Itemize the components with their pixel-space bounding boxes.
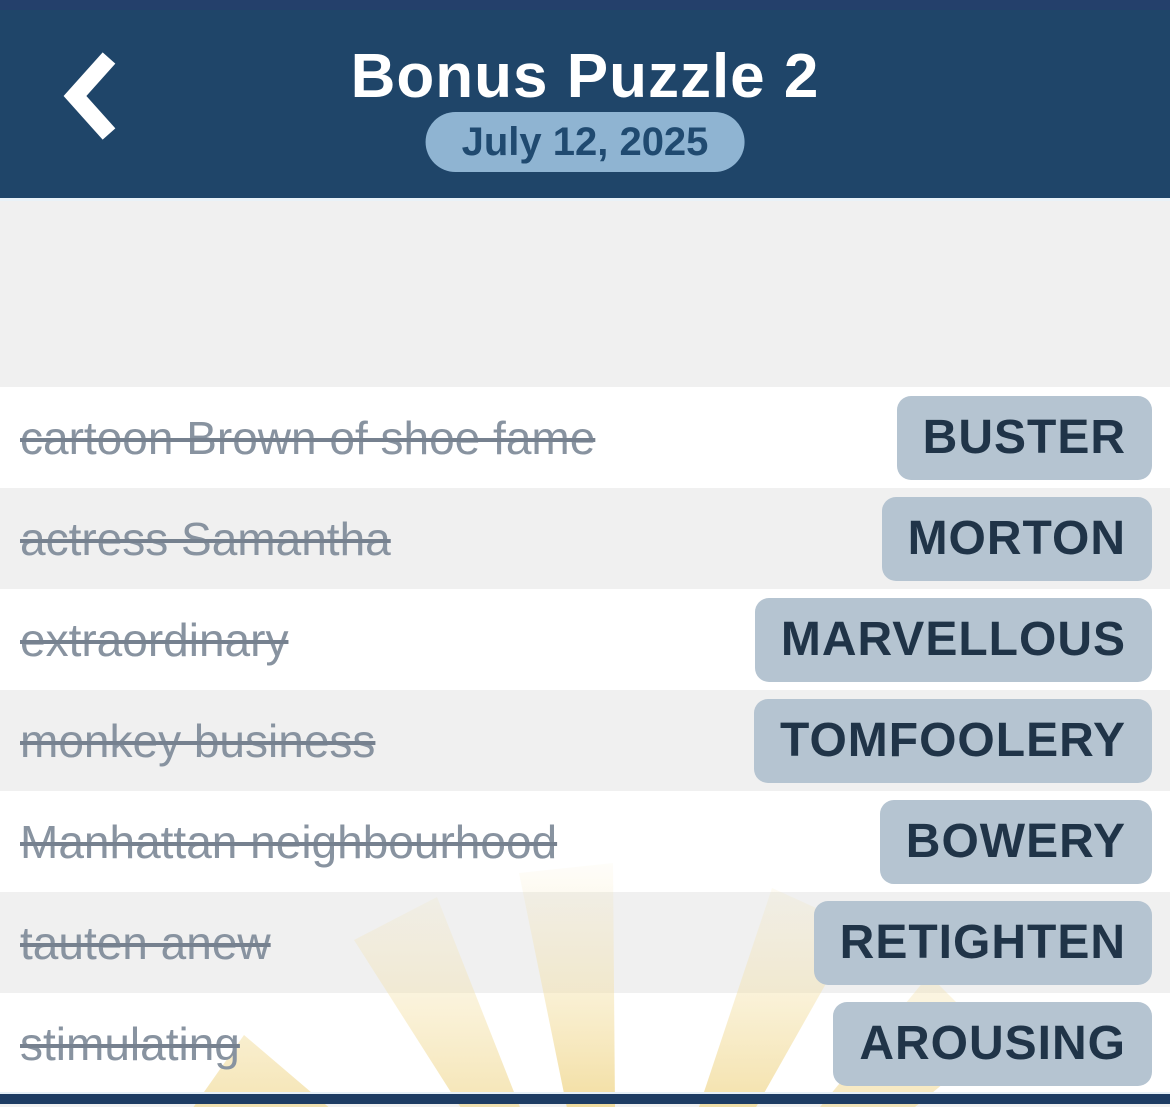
clue-text: monkey business xyxy=(20,714,376,767)
empty-section xyxy=(0,201,1170,387)
clue-row: actress Samantha MORTON xyxy=(0,488,1170,589)
answer-chip: BOWERY xyxy=(879,799,1152,884)
clue-text: Manhattan neighbourhood xyxy=(20,815,558,868)
page-title: Bonus Puzzle 2 xyxy=(350,42,820,111)
answer-chip: AROUSING xyxy=(833,1001,1152,1086)
answer-chip: BUSTER xyxy=(896,395,1152,480)
bottom-bar xyxy=(0,1092,1170,1104)
status-strip xyxy=(0,0,1170,10)
puzzle-list: cartoon Brown of shoe fame BUSTER actres… xyxy=(0,198,1170,1107)
answer-chip: MARVELLOUS xyxy=(754,597,1152,682)
header: Bonus Puzzle 2 July 12, 2025 xyxy=(0,0,1170,198)
clue-row: monkey business TOMFOOLERY xyxy=(0,690,1170,791)
clue-row: tauten anew RETIGHTEN xyxy=(0,892,1170,993)
clue-text: stimulating xyxy=(20,1017,240,1070)
clue-text: tauten anew xyxy=(20,916,271,969)
answer-chip: RETIGHTEN xyxy=(813,900,1152,985)
clue-text: extraordinary xyxy=(20,613,289,666)
back-button[interactable] xyxy=(40,35,150,155)
answer-chip: MORTON xyxy=(881,496,1152,581)
clue-row: cartoon Brown of shoe fame BUSTER xyxy=(0,387,1170,488)
answer-chip: TOMFOOLERY xyxy=(754,698,1152,783)
clue-row: extraordinary MARVELLOUS xyxy=(0,589,1170,690)
clue-text: actress Samantha xyxy=(20,512,391,565)
clue-text: cartoon Brown of shoe fame xyxy=(20,411,596,464)
clue-row: stimulating AROUSING xyxy=(0,993,1170,1094)
date-badge: July 12, 2025 xyxy=(425,112,745,172)
clue-row: Manhattan neighbourhood BOWERY xyxy=(0,791,1170,892)
